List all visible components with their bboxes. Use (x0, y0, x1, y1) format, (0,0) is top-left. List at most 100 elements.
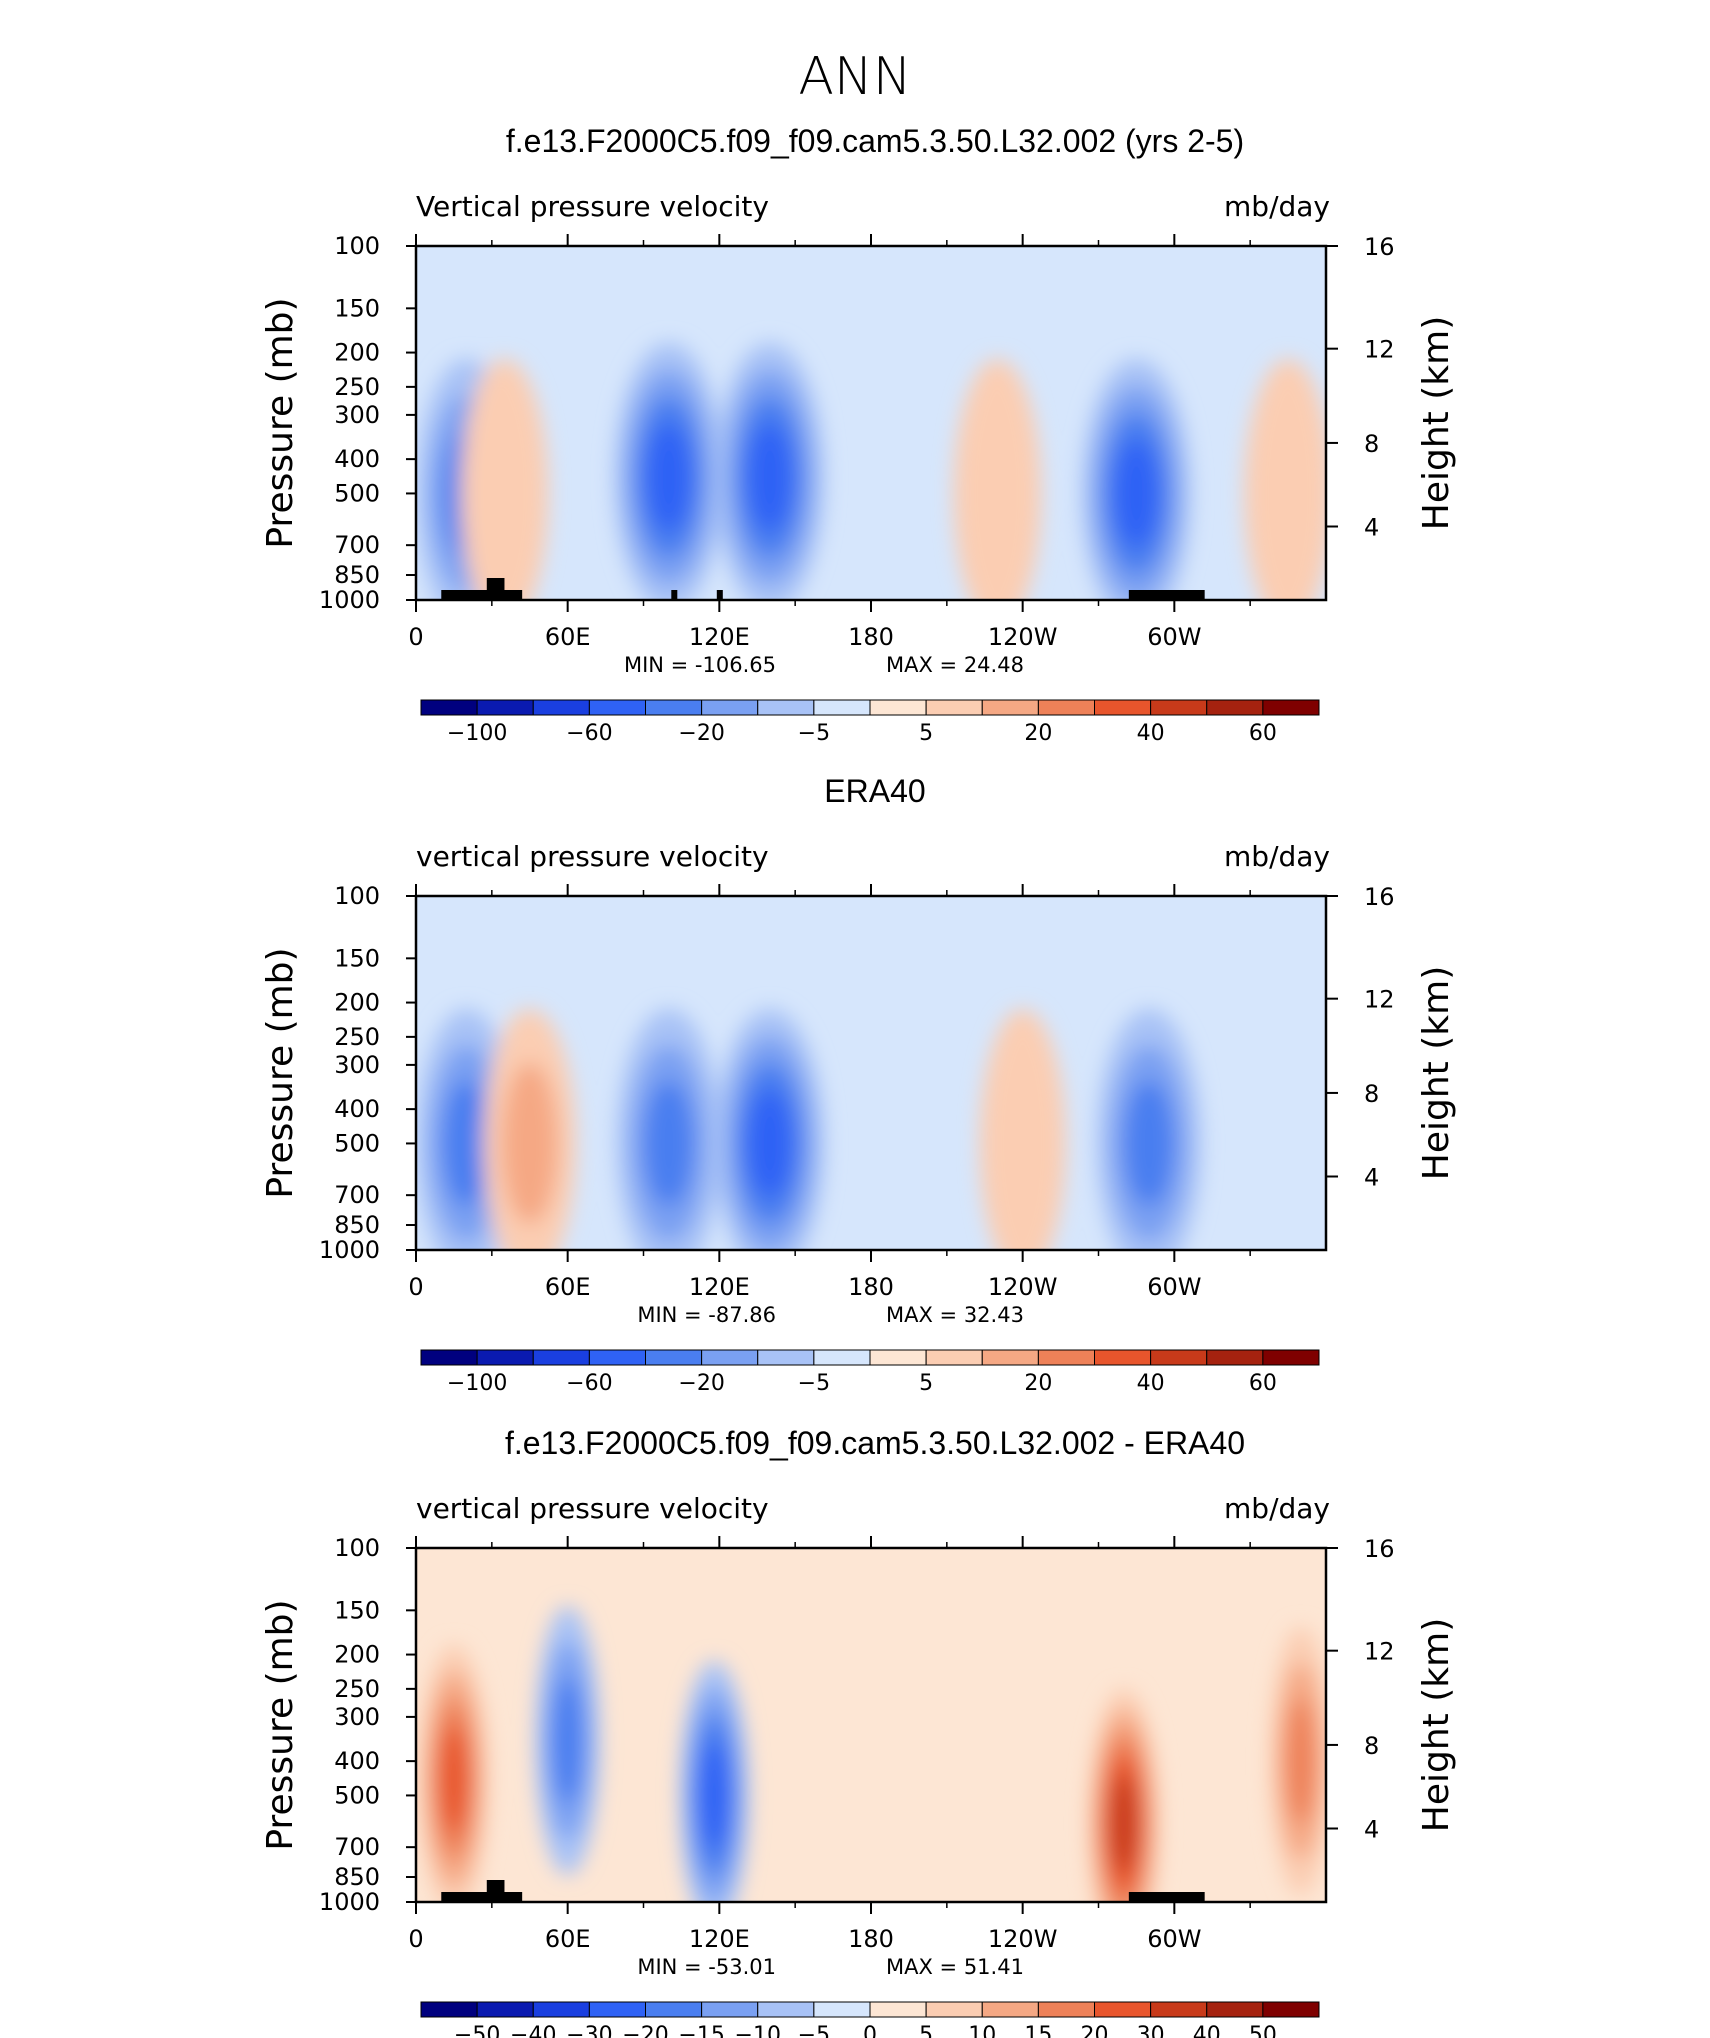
y-tick-label: 850 (334, 561, 380, 589)
colorbar-label: −50 (454, 2023, 500, 2038)
y-tick-label: 150 (334, 944, 380, 972)
y-right-tick-label: 8 (1364, 1080, 1379, 1108)
colorbar-label: 0 (863, 2023, 877, 2038)
contour-level (1110, 1775, 1137, 1872)
colorbar-label: 20 (1024, 721, 1052, 746)
contour-blobs (416, 1008, 1202, 1250)
y-tick-label: 1000 (319, 1236, 380, 1264)
land-south-america (1128, 1892, 1205, 1902)
colorbar-label: 10 (968, 2023, 996, 2038)
x-tick-label: 120E (689, 1273, 750, 1301)
contour-blobs (416, 342, 1326, 600)
y-tick-label: 250 (334, 1675, 380, 1703)
colorbar-swatch (757, 2001, 815, 2018)
colorbar-swatch (869, 2001, 927, 2018)
panel-subtitle-left: vertical pressure velocity (416, 840, 769, 873)
y-right-tick-label: 8 (1364, 430, 1379, 458)
colorbar-swatch (1206, 1349, 1264, 1366)
y-axis-label: Pressure (mb) (260, 297, 301, 548)
colorbar: −50 −40 −30 −20 −15 −10 −5 0 5 10 15 20 30 40 50 (420, 2001, 1320, 2038)
y-tick-label: 700 (334, 1833, 380, 1861)
colorbar-label: 20 (1024, 1371, 1052, 1396)
colorbar-swatch (645, 2001, 703, 2018)
colorbar-swatch (532, 2001, 590, 2018)
land-south-america (1128, 590, 1205, 600)
colorbar-swatch (925, 2001, 983, 2018)
x-tick-label: 0 (408, 623, 423, 651)
panel-units: mb/day (1224, 840, 1330, 873)
x-tick-label: 180 (848, 1273, 894, 1301)
colorbar-label: −10 (735, 2023, 781, 2038)
contour-level (747, 423, 792, 532)
colorbar-swatch (925, 1349, 983, 1366)
contour-level (1244, 358, 1326, 600)
colorbar-swatch (1206, 2001, 1264, 2018)
colorbar-swatch (1094, 699, 1152, 716)
colorbar-swatch (981, 1349, 1039, 1366)
y-right-tick-label: 4 (1364, 1164, 1379, 1192)
y-right-tick-label: 16 (1364, 883, 1395, 911)
colorbar-label: −20 (678, 721, 724, 746)
colorbar-swatch (1037, 699, 1095, 716)
colorbar-label: 60 (1249, 721, 1277, 746)
y-tick-label: 850 (334, 1211, 380, 1239)
colorbar-swatch (476, 699, 534, 716)
min-value: MIN = -106.65 (624, 653, 776, 677)
contour-level (502, 1062, 558, 1225)
colorbar-label: −5 (798, 1371, 830, 1396)
min-value: MIN = -87.86 (637, 1303, 776, 1327)
land-borneo (716, 590, 723, 600)
contour-blobs (418, 1606, 1326, 1902)
y-tick-label: 1000 (319, 1888, 380, 1916)
y-tick-label: 850 (334, 1863, 380, 1891)
contour-level (979, 1008, 1066, 1250)
colorbar-swatch (476, 1349, 534, 1366)
colorbar: −100 −60 −20 −5 5 20 40 60 (420, 1349, 1320, 1396)
y-right-tick-label: 4 (1364, 514, 1379, 542)
y-tick-label: 300 (334, 1703, 380, 1731)
colorbar-swatch (925, 699, 983, 716)
colorbar-label: −20 (678, 1371, 724, 1396)
contour-level (552, 1677, 583, 1804)
colorbar-label: −20 (622, 2023, 668, 2038)
y-right-tick-label: 12 (1364, 1638, 1395, 1666)
colorbar-swatch (757, 1349, 815, 1366)
y-tick-label: 100 (334, 882, 380, 910)
y-tick-label: 250 (334, 1023, 380, 1051)
colorbar-swatch (701, 2001, 759, 2018)
panel-units: mb/day (1224, 190, 1330, 223)
colorbar-label: −30 (566, 2023, 612, 2038)
x-tick-label: 60W (1147, 1273, 1201, 1301)
contour-field (416, 246, 1326, 600)
x-tick-label: 120W (988, 1925, 1058, 1953)
y-tick-label: 500 (334, 479, 380, 507)
y-right-tick-label: 12 (1364, 986, 1395, 1014)
y-tick-label: 700 (334, 1181, 380, 1209)
y-axis-label-right: Height (km) (1416, 316, 1457, 530)
x-tick-label: 120W (988, 1273, 1058, 1301)
colorbar-label: 50 (1249, 2023, 1277, 2038)
land-africa (441, 590, 523, 600)
plot-area-1 (416, 896, 1326, 1250)
colorbar-label: 60 (1249, 1371, 1277, 1396)
colorbar-swatch (701, 699, 759, 716)
colorbar-swatch (420, 1349, 478, 1366)
colorbar-swatch (1262, 1349, 1320, 1366)
colorbar-swatch (757, 699, 815, 716)
colorbar-swatch (420, 699, 478, 716)
contour-level (646, 423, 691, 532)
colorbar-swatch (701, 1349, 759, 1366)
colorbar-swatch (1206, 699, 1264, 716)
max-value: MAX = 32.43 (886, 1303, 1024, 1327)
contour-level (953, 358, 1042, 600)
plot-area-2 (416, 1548, 1326, 1902)
colorbar-swatch (532, 1349, 590, 1366)
contour-level (644, 1080, 694, 1207)
colorbar: −100 −60 −20 −5 5 20 40 60 (420, 699, 1320, 746)
y-tick-label: 500 (334, 1129, 380, 1157)
y-right-tick-label: 8 (1364, 1732, 1379, 1760)
y-right-tick-label: 4 (1364, 1816, 1379, 1844)
y-tick-label: 400 (334, 1747, 380, 1775)
contour-level (1124, 1080, 1174, 1207)
x-tick-label: 120E (689, 1925, 750, 1953)
